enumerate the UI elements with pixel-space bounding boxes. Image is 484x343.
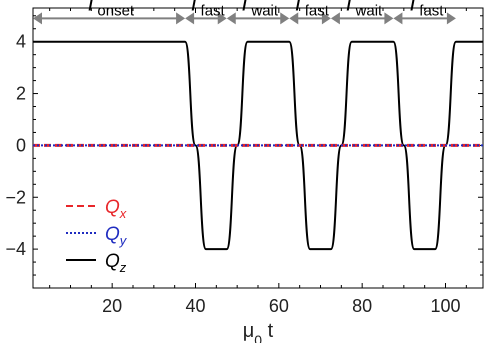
plot-frame <box>32 7 484 289</box>
arrowhead-right <box>446 12 456 25</box>
ticks <box>33 8 483 288</box>
y-tick-label: 4 <box>16 32 26 52</box>
arrowhead-right <box>217 12 227 25</box>
legend-label: Qz <box>105 251 127 275</box>
legend: Qx Qy Qz <box>66 197 128 275</box>
arrowhead-left <box>393 12 403 25</box>
series-qz-line <box>33 40 483 251</box>
series-lines <box>33 40 483 251</box>
interval-label: Tfast <box>187 0 225 19</box>
y-tick-label: −2 <box>5 187 26 207</box>
arrowhead-right <box>280 12 290 25</box>
legend-label: Qy <box>105 224 128 248</box>
arrowhead-right <box>321 12 331 25</box>
arrowhead-left <box>289 12 299 25</box>
y-tick-label: 2 <box>16 84 26 104</box>
x-tick-label: 20 <box>102 296 122 316</box>
interval-label: Tfast <box>406 0 444 19</box>
arrowhead-right <box>384 12 394 25</box>
arrowhead-left <box>330 12 340 25</box>
x-tick-label: 80 <box>352 296 372 316</box>
arrowhead-right <box>176 12 186 25</box>
x-axis-label: μ0 t <box>243 320 274 343</box>
y-tick-label: 0 <box>16 135 26 155</box>
arrowhead-left <box>33 12 42 25</box>
interval-label: Twait <box>238 0 279 19</box>
x-tick-label: 100 <box>430 296 460 316</box>
x-tick-label: 40 <box>185 296 205 316</box>
interval-label: Tfast <box>291 0 329 19</box>
interval-annotations: Tonset Tfast Twait Tfast Twait Tfast <box>33 0 456 25</box>
interval-label: Twait <box>342 0 383 19</box>
legend-label: Qx <box>105 197 127 221</box>
arrowhead-left <box>226 12 236 25</box>
x-tick-label: 60 <box>269 296 289 316</box>
y-tick-label: −4 <box>5 239 26 259</box>
interval-label: Tonset <box>84 0 135 19</box>
arrowhead-left <box>185 12 195 25</box>
